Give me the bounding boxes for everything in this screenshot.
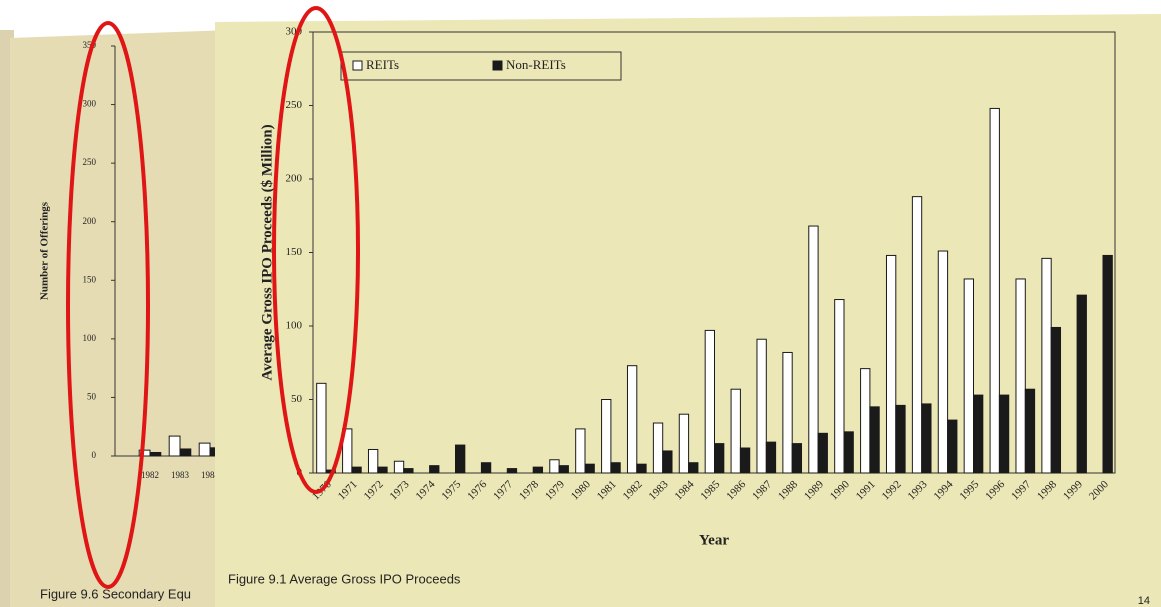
bar [705,330,714,473]
y-tick-label: 0 [92,450,97,460]
bar [679,414,688,473]
y-tick-label: 150 [83,274,97,284]
bar [886,255,895,473]
bar [576,429,585,473]
bar [653,423,662,473]
y-tick-label: 250 [286,99,303,111]
bar [456,445,465,473]
page: 050100150200250300350198219831984Number … [0,0,1161,607]
y-tick-label: 300 [83,99,97,109]
bar [368,449,377,473]
legend-label: REITs [366,57,399,72]
bar [896,405,905,473]
y-tick-label: 200 [286,173,303,185]
bar [550,460,559,473]
bar [689,463,698,473]
bar [378,467,387,473]
bar [430,466,439,473]
x-axis-title: Year [699,532,729,548]
bar [999,395,1008,473]
x-tick-label: 1982 [141,470,159,480]
bar [317,383,326,473]
bar [585,464,594,473]
bar [922,404,931,473]
bar [912,197,921,473]
bar [818,433,827,473]
bar [757,339,766,473]
bar [964,279,973,473]
y-tick-label: 50 [87,391,97,401]
bar [559,466,568,473]
bar [199,443,210,456]
bar [507,469,516,473]
bar [938,251,947,473]
bar [627,366,636,473]
y-axis-title: Number of Offerings [39,201,51,300]
bar [948,420,957,473]
bar [974,395,983,473]
bar [663,451,672,473]
bar [150,452,161,456]
bar [1051,327,1060,473]
figure-caption: Figure 9.6 Secondary Equ [40,586,191,601]
bar [352,467,361,473]
bar [861,369,870,473]
bar [792,444,801,473]
bar [1077,295,1086,473]
bar [783,352,792,473]
bar [870,407,879,473]
bar [1103,255,1112,473]
bar [1042,258,1051,473]
bar [731,389,740,473]
y-tick-label: 150 [286,246,303,258]
bar [1025,389,1034,473]
bar [180,449,191,456]
slide: 050100150200250300350198219831984Number … [0,0,1161,607]
bar [715,444,724,473]
figure-caption: Figure 9.1 Average Gross IPO Proceeds [228,571,461,586]
y-tick-label: 200 [83,216,97,226]
bar [611,463,620,473]
x-tick-label: 1983 [171,470,190,480]
bar [844,432,853,473]
bar [1016,279,1025,473]
y-tick-label: 100 [83,333,97,343]
legend-swatch [353,61,362,70]
page-number: 14 [1138,595,1150,607]
bar [404,469,413,473]
bar [394,461,403,473]
bar [481,463,490,473]
bar [740,448,749,473]
y-tick-label: 100 [286,320,303,332]
bar [169,436,180,456]
bar [835,300,844,473]
bar [602,400,611,474]
y-tick-label: 250 [83,157,97,167]
bar [990,108,999,473]
legend-label: Non-REITs [506,57,566,72]
bar [533,467,542,473]
y-tick-label: 50 [291,393,303,405]
bar [766,442,775,473]
legend-swatch [493,61,502,70]
bar [809,226,818,473]
bar [637,464,646,473]
back-paper [10,30,230,607]
